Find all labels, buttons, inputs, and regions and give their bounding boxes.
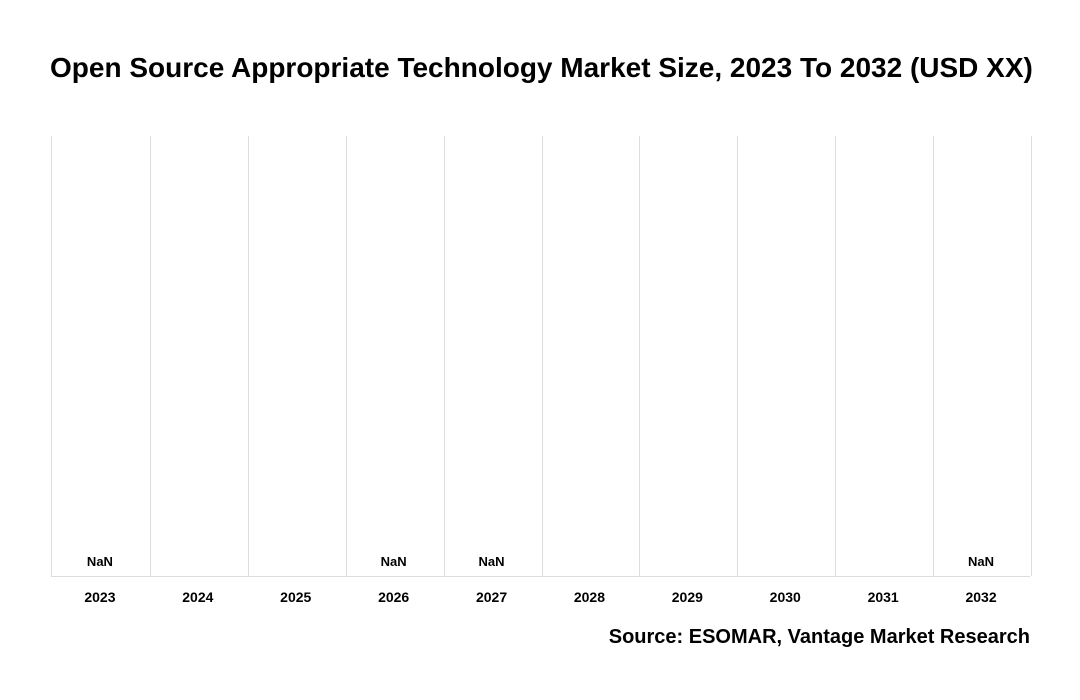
chart-source: Source: ESOMAR, Vantage Market Research bbox=[609, 626, 1030, 649]
x-axis-tick-label: 2029 bbox=[672, 589, 703, 605]
x-axis-tick-label: 2032 bbox=[965, 589, 996, 605]
chart-gridline bbox=[835, 136, 836, 576]
x-axis-tick-label: 2030 bbox=[770, 589, 801, 605]
chart-gridline bbox=[444, 136, 445, 576]
x-axis-tick-label: 2023 bbox=[84, 589, 115, 605]
x-axis-tick-label: 2027 bbox=[476, 589, 507, 605]
bar-value-label: NaN bbox=[381, 554, 407, 569]
chart-gridline bbox=[737, 136, 738, 576]
x-axis-tick-label: 2026 bbox=[378, 589, 409, 605]
chart-title: Open Source Appropriate Technology Marke… bbox=[50, 52, 1033, 84]
x-axis-tick-label: 2028 bbox=[574, 589, 605, 605]
chart-gridline bbox=[150, 136, 151, 576]
chart-gridline bbox=[346, 136, 347, 576]
bar-value-label: NaN bbox=[479, 554, 505, 569]
bar-value-label: NaN bbox=[968, 554, 994, 569]
chart-plot-area bbox=[51, 136, 1030, 577]
chart-gridline bbox=[248, 136, 249, 576]
x-axis-tick-label: 2031 bbox=[868, 589, 899, 605]
chart-gridline bbox=[1031, 136, 1032, 576]
x-axis-tick-label: 2024 bbox=[182, 589, 213, 605]
chart-gridline bbox=[639, 136, 640, 576]
chart-gridline bbox=[933, 136, 934, 576]
bar-value-label: NaN bbox=[87, 554, 113, 569]
x-axis-tick-label: 2025 bbox=[280, 589, 311, 605]
chart-gridline bbox=[542, 136, 543, 576]
